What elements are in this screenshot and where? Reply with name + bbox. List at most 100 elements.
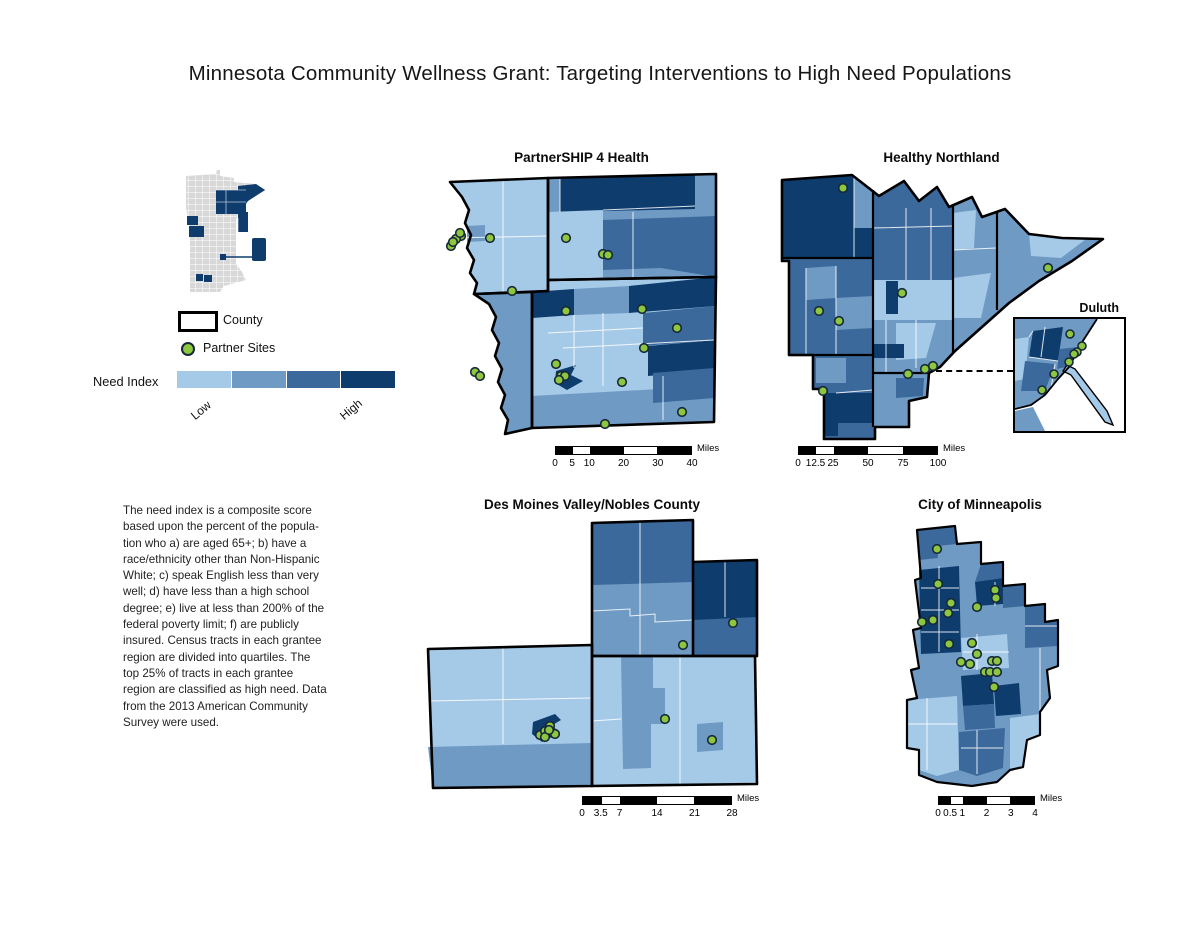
partner-site-dot: [942, 607, 954, 619]
partner-site-dot: [638, 342, 650, 354]
partnership-map-title: PartnerSHIP 4 Health: [514, 150, 649, 165]
scale-bar-unit: Miles: [943, 443, 966, 454]
partner-site-dot: [927, 360, 939, 372]
partner-site-dot: [560, 305, 572, 317]
partner-site-dot: [447, 236, 459, 248]
partner-site-dot: [599, 418, 611, 430]
need-index-quartile-1: [177, 371, 231, 388]
duluth-partner-sites: [1037, 329, 1087, 395]
partner-site-dot: [971, 648, 983, 660]
partnership-map: [445, 172, 718, 436]
duluth-callout-dashes: [936, 370, 1013, 372]
partner-site-dot: [454, 227, 466, 239]
partner-site-dot: [543, 724, 555, 736]
minnesota-locator-map: [186, 170, 266, 292]
duluth-inset-map: [1013, 317, 1126, 433]
minneapolis-map-title: City of Minneapolis: [918, 497, 1042, 512]
partner-site-dot: [813, 305, 825, 317]
northland-map-title: Healthy Northland: [883, 150, 1000, 165]
minneapolis-partner-sites: [916, 543, 1003, 693]
duluth-inset-title: Duluth: [1079, 301, 1119, 315]
partner-site-dot: [971, 601, 983, 613]
partner-site-dot: [706, 734, 718, 746]
partner-site-dot: [943, 638, 955, 650]
need-index-quartile-3: [286, 371, 341, 388]
partner-site-dot: [902, 368, 914, 380]
partner-site-dot: [833, 315, 845, 327]
northland-partner-sites: [813, 182, 1054, 397]
partner-site-dot: [677, 639, 689, 651]
scale-bar-unit: Miles: [697, 443, 720, 454]
county-legend-swatch: [178, 311, 218, 332]
partner-site-dot: [988, 681, 1000, 693]
partnership-scale-bar: Miles 0 5 10 20 30 40: [552, 443, 719, 471]
need-index-quartile-2: [231, 371, 286, 388]
northland-scale-bar: Miles 0 12.5 25 50 75 100: [795, 443, 965, 471]
partner-site-dot: [1064, 357, 1074, 367]
scale-bar-track: [555, 446, 692, 455]
partner-site-dot: [964, 658, 976, 670]
partner-site-dot: [955, 656, 967, 668]
need-index-description: The need index is a composite score base…: [123, 504, 327, 729]
partner-site-dot: [837, 182, 849, 194]
desmoines-scale-bar: Miles 0 3.5 7 14 21 28: [579, 793, 759, 821]
scale-bar-ticks: 0 3.5 7 14 21 28: [579, 808, 738, 819]
desmoines-partner-sites: [534, 617, 739, 746]
desmoines-map-title: Des Moines Valley/Nobles County: [483, 497, 701, 512]
partner-site-dot: [553, 374, 565, 386]
need-index-high-label: High: [337, 396, 365, 423]
partner-site-dot: [931, 543, 943, 555]
partner-site-dot: [659, 713, 671, 725]
scale-bar-ticks: 0 12.5 25 50 75 100: [795, 458, 947, 469]
partner-site-dot: [636, 303, 648, 315]
need-index-low-label: Low: [188, 397, 214, 423]
partner-site-dot: [991, 655, 1003, 667]
partner-sites-legend-dot: [181, 342, 195, 356]
partner-site-dot: [727, 617, 739, 629]
partner-site-dot: [896, 287, 908, 299]
partner-site-dot: [945, 597, 957, 609]
partner-site-dot: [1077, 341, 1087, 351]
scale-bar-track: [582, 796, 732, 805]
partner-site-dot: [932, 578, 944, 590]
scale-bar-unit: Miles: [737, 793, 760, 804]
northland-map: [780, 173, 1105, 441]
need-index-quartile-4: [341, 371, 395, 388]
partner-site-dot: [1042, 262, 1054, 274]
scale-bar-ticks: 0 0.5 1 2 3 4: [935, 808, 1038, 819]
scale-bar-ticks: 0 5 10 20 30 40: [552, 458, 698, 469]
partner-site-dot: [1037, 385, 1047, 395]
partner-site-dot: [991, 666, 1003, 678]
county-legend-label: County: [223, 313, 263, 327]
partner-site-dot: [1049, 369, 1059, 379]
partner-site-dot: [676, 406, 688, 418]
need-index-color-ramp: [177, 371, 395, 388]
scale-bar-unit: Miles: [1040, 793, 1063, 804]
partner-site-dot: [990, 592, 1002, 604]
partner-site-dot: [927, 614, 939, 626]
partner-site-dot: [817, 385, 829, 397]
minneapolis-scale-bar: Miles 0 0.5 1 2 3 4: [935, 793, 1062, 821]
partner-site-dot: [671, 322, 683, 334]
partnership-partner-sites: [445, 227, 688, 430]
page-title: Minnesota Community Wellness Grant: Targ…: [188, 62, 1012, 85]
scale-bar-track: [798, 446, 938, 455]
partner-site-dot: [474, 370, 486, 382]
partner-site-dot: [1065, 329, 1075, 339]
scale-bar-track: [938, 796, 1035, 805]
partner-site-dot: [550, 358, 562, 370]
partner-site-dot: [616, 376, 628, 388]
partner-site-dot: [506, 285, 518, 297]
need-index-label: Need Index: [93, 374, 159, 389]
minneapolis-callout: [224, 238, 266, 261]
partner-site-dot: [916, 616, 928, 628]
partner-site-dot: [966, 637, 978, 649]
partner-site-dot: [602, 249, 614, 261]
partner-site-dot: [560, 232, 572, 244]
minneapolis-map: [905, 524, 1060, 788]
desmoines-map: [426, 518, 759, 790]
partner-sites-legend-label: Partner Sites: [203, 341, 276, 355]
partner-site-dot: [1069, 349, 1079, 359]
partner-site-dot: [484, 232, 496, 244]
